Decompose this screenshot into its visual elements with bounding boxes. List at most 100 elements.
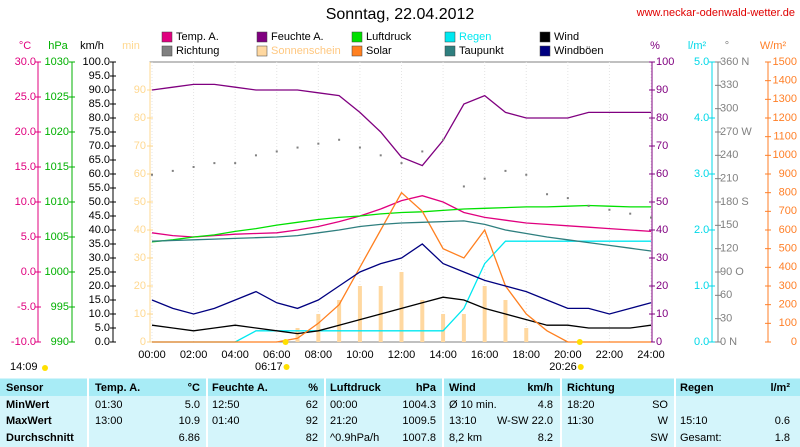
sunshine-bar [316, 314, 321, 342]
y-tick-label: 1100 [773, 131, 797, 143]
y-tick-label: 50 [656, 196, 668, 208]
table-cell: 1004.3 [402, 399, 436, 411]
y-tick-label: 270 W [720, 126, 752, 138]
y-tick-label: 95.0 [89, 70, 110, 82]
y-tick-label: 50.0 [89, 196, 110, 208]
y-tick-label: 50 [134, 196, 146, 208]
legend-label: Solar [366, 45, 392, 57]
direction-dot [525, 173, 528, 176]
table-header: hPa [416, 382, 437, 394]
y-tick-label: 30.0 [15, 56, 36, 68]
axis-unit: min [122, 40, 140, 52]
x-tick-label: 16:00 [471, 349, 499, 361]
y-tick-label: 55.0 [89, 182, 110, 194]
table-cell: W [658, 415, 669, 427]
table-header: Feuchte A. [212, 382, 268, 394]
y-tick-label: 800 [779, 187, 797, 199]
series-line [151, 243, 652, 315]
y-tick-label: 1000 [773, 149, 797, 161]
series-line [151, 220, 652, 252]
table-header-background [0, 379, 800, 396]
y-tick-label: 4.0 [694, 112, 709, 124]
sunset-dot [577, 364, 584, 370]
y-tick-label: 1.0 [694, 280, 709, 292]
sunshine-bar [337, 300, 342, 342]
y-tick-label: 90 [134, 84, 146, 96]
x-tick-label: 18:00 [512, 349, 540, 361]
table-cell: 8,2 km [449, 432, 482, 444]
axis-unit: % [650, 40, 660, 52]
y-tick-label: 600 [779, 224, 797, 236]
sunrise-marker [282, 339, 289, 345]
chart-title: Sonntag, 22.04.2012 [326, 6, 475, 23]
y-tick-label: 0.0 [694, 336, 709, 348]
direction-dot [462, 185, 465, 188]
y-tick-label: 70.0 [89, 140, 110, 152]
y-tick-label: 200 [779, 299, 797, 311]
legend-label: Temp. A. [176, 31, 219, 43]
y-tick-label: 3.0 [694, 168, 709, 180]
direction-dot [400, 162, 403, 165]
y-tick-label: -10.0 [11, 336, 36, 348]
legend-label: Wind [554, 31, 579, 43]
table-separators [87, 378, 676, 447]
y-tick-label: 5.0 [21, 231, 36, 243]
table-cell: W-SW [497, 415, 529, 427]
y-tick-label: 400 [779, 261, 797, 273]
sunshine-bar [482, 286, 487, 342]
y-tick-label: 10.0 [89, 308, 110, 320]
y-tick-label: 2.0 [694, 224, 709, 236]
table-cell: 21:20 [330, 415, 358, 427]
y-tick-label: 5.0 [95, 322, 110, 334]
direction-dot [275, 150, 278, 153]
direction-dot [213, 162, 216, 165]
update-dot [42, 365, 48, 371]
y-tick-label: 60 [656, 168, 668, 180]
y-tick-label: 40 [656, 224, 668, 236]
x-tick-label: 22:00 [596, 349, 624, 361]
y-tick-label: 45.0 [89, 210, 110, 222]
y-tick-label: 300 [720, 103, 738, 115]
series-line [151, 296, 652, 335]
y-tick-label: 240 [720, 149, 738, 161]
sunshine-bar [524, 328, 529, 342]
table-header: % [308, 382, 318, 394]
direction-dot [296, 146, 299, 149]
x-tick-label: 04:00 [221, 349, 249, 361]
direction-dot [483, 177, 486, 180]
sunset-label: 20:26 [549, 361, 577, 373]
legend-swatch [256, 31, 268, 43]
table-cell: 5.0 [185, 399, 200, 411]
table-cell: 62 [306, 399, 318, 411]
table-cell: 13:00 [95, 415, 123, 427]
y-tick-label: 5.0 [694, 56, 709, 68]
table-cell: 82 [306, 432, 318, 444]
table-header: l/m² [770, 382, 790, 394]
y-tick-label: 20 [134, 280, 146, 292]
legend-swatch [351, 31, 363, 43]
direction-dot [151, 173, 153, 176]
direction-dot [504, 169, 507, 172]
y-tick-label: 1030 [45, 56, 69, 68]
axis-unit: hPa [48, 40, 68, 52]
table-cell: SW [650, 432, 668, 444]
y-tick-label: 60.0 [89, 168, 110, 180]
y-tick-label: 360 N [720, 56, 749, 68]
y-tick-label: 100.0 [82, 56, 110, 68]
x-tick-label: 12:00 [388, 349, 416, 361]
table-cell: MinWert [6, 399, 50, 411]
y-tick-label: 1025 [45, 91, 69, 103]
sunrise-dot [283, 364, 290, 370]
y-tick-label: 500 [779, 243, 797, 255]
website: www.neckar-odenwald-wetter.de [636, 7, 795, 19]
axis-unit: l/m² [688, 40, 707, 52]
y-tick-label: 30 [720, 313, 732, 325]
y-tick-label: 90 O [720, 266, 744, 278]
y-tick-label: 80 [656, 112, 668, 124]
y-tick-label: 40.0 [89, 224, 110, 236]
y-tick-label: 15.0 [89, 294, 110, 306]
y-tick-label: 60 [134, 168, 146, 180]
sunrise-label: 06:17 [255, 361, 283, 373]
x-tick-label: 08:00 [305, 349, 333, 361]
